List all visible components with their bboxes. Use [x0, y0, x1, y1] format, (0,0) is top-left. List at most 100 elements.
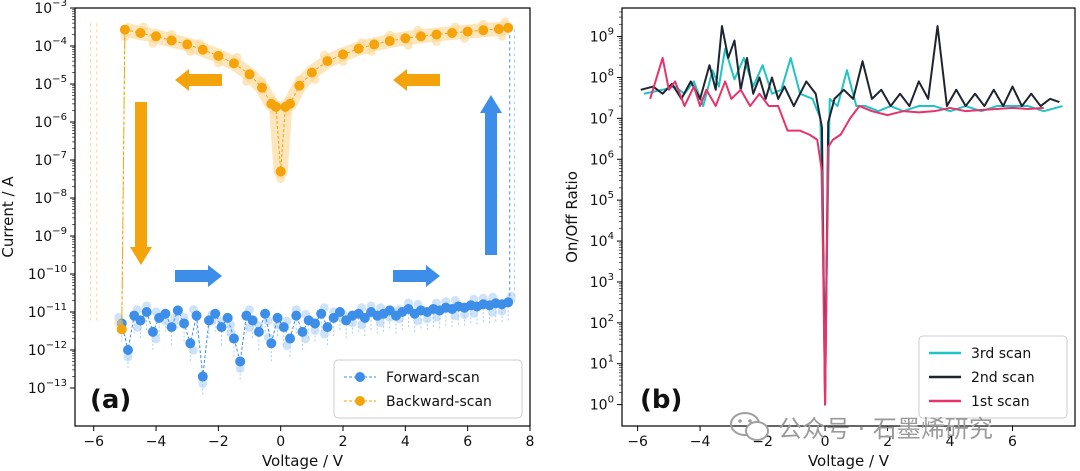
y-tick-label-base: 10 — [34, 115, 52, 131]
y-tick-label: 106 — [590, 149, 614, 168]
y-tick-label-base: 10 — [34, 191, 52, 207]
y-tick-label-exp: −5 — [52, 74, 67, 85]
y-tick-label: 101 — [590, 354, 614, 373]
y-tick-label: 10−9 — [34, 226, 67, 245]
legend-swatch-marker — [355, 396, 365, 406]
data-point — [297, 326, 308, 337]
legend-swatch-marker — [355, 372, 365, 382]
legend: Forward-scan Backward-scan — [333, 359, 523, 419]
data-point — [447, 27, 458, 38]
y-tick-label-base: 10 — [28, 343, 46, 359]
data-point — [285, 333, 296, 344]
y-tick-label-exp: 1 — [608, 354, 614, 365]
ghost-point — [310, 325, 320, 335]
arrow-backward-left-1 — [175, 69, 222, 91]
data-point — [166, 35, 177, 46]
data-point — [338, 49, 349, 60]
data-point — [322, 322, 333, 333]
y-tick-label: 100 — [590, 395, 614, 414]
arrow-forward-up — [480, 95, 502, 255]
y-tick-label: 107 — [590, 108, 614, 127]
y-tick-label: 10−5 — [34, 74, 67, 93]
x-tick-label: −4 — [146, 434, 167, 450]
y-tick-label-exp: −3 — [52, 0, 67, 9]
series-forward-scan — [114, 27, 516, 395]
y-tick-label-base: 10 — [34, 39, 52, 55]
y-tick-label: 102 — [590, 313, 614, 332]
data-point — [359, 312, 370, 323]
data-point — [415, 31, 426, 42]
y-tick-label: 10−4 — [34, 36, 67, 55]
wechat-icon — [730, 412, 769, 441]
y-tick-label: 109 — [590, 27, 614, 46]
y-tick-label: 104 — [590, 231, 614, 250]
data-point — [306, 67, 317, 78]
data-point — [141, 307, 152, 317]
y-tick-label-exp: 2 — [608, 313, 614, 324]
y-axis-label: Current / A — [0, 176, 17, 258]
legend-label: 3rd scan — [971, 346, 1031, 362]
ghost-point — [422, 314, 432, 324]
watermark: 公众号 · 石墨烯研究 — [730, 412, 993, 443]
data-point — [285, 98, 296, 109]
data-point — [260, 308, 271, 319]
y-tick-label-base: 10 — [34, 1, 52, 17]
y-tick-label-exp: −9 — [52, 226, 67, 237]
data-point — [191, 310, 202, 321]
y-tick-label-exp: 3 — [608, 272, 614, 283]
y-tick-label: 108 — [590, 67, 614, 86]
y-tick-label: 10−13 — [28, 378, 67, 397]
data-point — [135, 315, 146, 326]
legend-label: Forward-scan — [386, 370, 480, 386]
x-tick-label: −6 — [83, 434, 104, 450]
legend-label: 1st scan — [971, 394, 1030, 410]
y-tick-label-base: 10 — [34, 77, 52, 93]
legend-box — [333, 359, 523, 419]
data-point — [119, 24, 130, 35]
data-point — [278, 322, 289, 333]
y-tick-label-base: 10 — [34, 229, 52, 245]
data-point — [216, 322, 227, 333]
data-point — [266, 338, 277, 349]
data-point — [210, 308, 221, 319]
data-point — [309, 318, 320, 329]
y-tick-label-base: 10 — [590, 70, 608, 86]
ghost-point — [460, 310, 470, 320]
y-tick-label-exp: 0 — [608, 395, 614, 406]
data-point — [503, 22, 514, 33]
data-point — [204, 315, 215, 326]
ghost-point — [497, 306, 507, 316]
y-tick-label-base: 10 — [590, 316, 608, 332]
y-tick-label-base: 10 — [590, 234, 608, 250]
panel-a-iv-curve: −6 −4 −2 0 2 4 6 810−1310−1210−1110−1010−910−81… — [0, 0, 534, 470]
plot-frame — [621, 7, 1076, 427]
ghost-point — [235, 363, 245, 373]
data-point — [228, 58, 239, 69]
data-point — [369, 39, 380, 50]
y-tick-label-exp: −7 — [52, 150, 67, 161]
y-tick-label: 10−3 — [34, 0, 67, 17]
data-point — [291, 310, 302, 321]
series-backward-scan — [90, 17, 514, 335]
data-point — [213, 50, 224, 61]
x-tick-label: 0 — [276, 434, 285, 450]
data-point — [400, 33, 411, 44]
x-tick-label: 2 — [883, 434, 892, 450]
y-tick-label-exp: 8 — [608, 67, 614, 78]
y-tick-label-base: 10 — [590, 398, 608, 414]
y-tick-label-base: 10 — [28, 267, 46, 283]
y-tick-label-exp: −8 — [52, 188, 67, 199]
x-tick-label: 6 — [463, 434, 472, 450]
legend-item: Backward-scan — [344, 394, 492, 410]
data-point — [151, 31, 162, 42]
y-tick-label: 103 — [590, 272, 614, 291]
data-point — [272, 312, 283, 323]
y-axis-ticks: 10−1310−1210−1110−1010−910−810−710−610−5… — [28, 0, 75, 397]
y-tick-label: 105 — [590, 190, 614, 209]
data-point — [322, 56, 333, 67]
x-axis-ticks: −6 −4 −2 0 2 4 6 8 — [83, 426, 534, 450]
data-point — [160, 308, 171, 319]
y-tick-label: 10−6 — [34, 112, 67, 131]
data-point — [247, 315, 258, 326]
data-point — [172, 305, 183, 316]
